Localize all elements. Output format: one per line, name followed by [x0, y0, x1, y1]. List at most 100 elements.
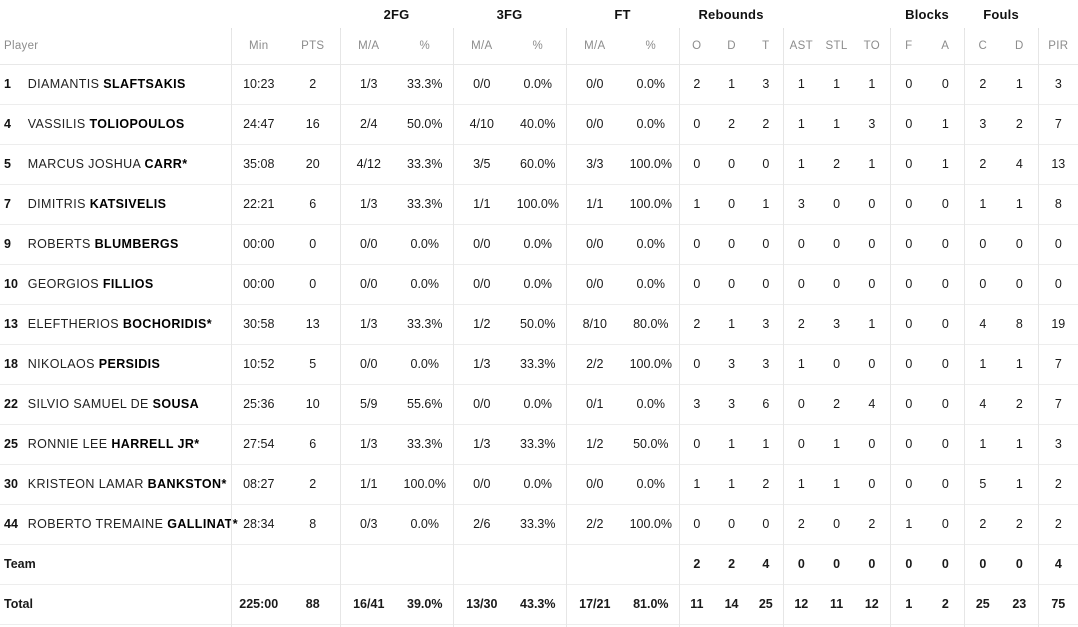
stat-pir: 7: [1037, 344, 1078, 385]
stat-fouls-drawn: 1: [1001, 464, 1039, 505]
player-name-cell[interactable]: 9 ROBERTS BLUMBERGS: [0, 224, 231, 265]
column-header-blocks-against[interactable]: A: [927, 28, 965, 65]
total-row: Total 225:00 88 16/41 39.0% 13/30 43.3% 17/21 81…: [0, 584, 1078, 625]
stat-fouls-committed: 2: [963, 144, 1002, 185]
stat-ft-made-attempted: 2/2: [565, 504, 624, 545]
stat-fouls-drawn: 23: [1001, 584, 1039, 625]
player-name-cell[interactable]: 30 KRISTEON LAMAR BANKSTON*: [0, 464, 231, 505]
column-header-3fg-ma[interactable]: M/A: [452, 28, 511, 65]
column-header-ft-ma[interactable]: M/A: [565, 28, 624, 65]
table-row[interactable]: 10 GEORGIOS FILLIOS 00:00 0 0/0 0.0% 0/0 0.0% 0…: [0, 264, 1078, 305]
column-header-fouls-committed[interactable]: C: [963, 28, 1002, 65]
table-row[interactable]: 30 KRISTEON LAMAR BANKSTON* 08:27 2 1/1 100.…: [0, 464, 1078, 505]
stat-fouls-committed: 25: [963, 584, 1002, 625]
column-header-2fg-ma[interactable]: M/A: [339, 28, 397, 65]
column-header-player[interactable]: Player: [0, 28, 231, 65]
table-row[interactable]: 4 VASSILIS TOLIOPOULOS 24:47 16 2/4 50.0% 4/1…: [0, 104, 1078, 145]
stat-defensive-rebounds: 3: [714, 384, 750, 425]
player-jersey-number: 7: [4, 197, 11, 211]
stat-offensive-rebounds: 1: [678, 184, 715, 225]
stat-pir: 7: [1037, 384, 1078, 425]
stat-points: 13: [286, 304, 340, 345]
player-name-cell[interactable]: 22 SILVIO SAMUEL DE SOUSA: [0, 384, 231, 425]
column-header-offensive-rebounds[interactable]: O: [678, 28, 715, 65]
table-row[interactable]: 5 MARCUS JOSHUA CARR* 35:08 20 4/12 33.3% 3/5…: [0, 144, 1078, 185]
table-row[interactable]: 1 DIAMANTIS SLAFTSAKIS 10:23 2 1/3 33.3% 0/0 0…: [0, 64, 1078, 105]
group-header-blank-left: [0, 0, 340, 28]
player-first-name: ROBERTO TREMAINE: [20, 517, 168, 531]
player-jersey-number: 18: [4, 357, 18, 371]
stat-3fg-percent: 43.3%: [510, 584, 567, 625]
table-row[interactable]: 25 RONNIE LEE HARRELL JR* 27:54 6 1/3 33.3% 1…: [0, 424, 1078, 465]
column-header-pts[interactable]: PTS: [286, 28, 340, 65]
stat-3fg-made-attempted: 4/10: [452, 104, 511, 145]
stat-turnovers: 12: [854, 584, 891, 625]
column-header-assists[interactable]: AST: [782, 28, 820, 65]
stat-2fg-made-attempted: 1/3: [339, 184, 397, 225]
column-header-total-rebounds[interactable]: T: [749, 28, 784, 65]
stat-ft-made-attempted: 0/0: [565, 64, 624, 105]
table-row[interactable]: 44 ROBERTO TREMAINE GALLINAT* 28:34 8 0/3 0.…: [0, 504, 1078, 545]
player-first-name: GEORGIOS: [20, 277, 103, 291]
stat-2fg-percent: 33.3%: [397, 184, 454, 225]
player-last-name: HARRELL JR: [111, 437, 195, 451]
player-jersey-number: 30: [4, 477, 18, 491]
stat-ft-percent: 0.0%: [623, 464, 680, 505]
player-name-cell[interactable]: 7 DIMITRIS KATSIVELIS: [0, 184, 231, 225]
player-last-name: FILLIOS: [102, 277, 154, 291]
stat-blocks-against: 0: [927, 464, 965, 505]
player-first-name: DIMITRIS: [20, 197, 90, 211]
player-name-cell[interactable]: 1 DIAMANTIS SLAFTSAKIS: [0, 64, 231, 105]
player-name-cell[interactable]: 25 RONNIE LEE HARRELL JR*: [0, 424, 231, 465]
player-name-cell[interactable]: 10 GEORGIOS FILLIOS: [0, 264, 231, 305]
stat-blocks-against: 0: [927, 304, 965, 345]
stat-2fg-percent: 55.6%: [397, 384, 454, 425]
player-first-name: VASSILIS: [20, 117, 90, 131]
stat-blocks-against: 0: [927, 544, 965, 585]
stat-steals: 1: [819, 424, 855, 465]
stat-fouls-committed: 0: [963, 224, 1002, 265]
column-header-blocks-favour[interactable]: F: [889, 28, 928, 65]
stat-total-rebounds: 3: [749, 304, 784, 345]
stat-assists: 12: [782, 584, 820, 625]
player-name-cell[interactable]: 13 ELEFTHERIOS BOCHORIDIS*: [0, 304, 231, 345]
column-header-ft-pct[interactable]: %: [623, 28, 680, 65]
player-last-name: SOUSA: [152, 397, 200, 411]
table-row[interactable]: 13 ELEFTHERIOS BOCHORIDIS* 30:58 13 1/3 33.3…: [0, 304, 1078, 345]
stat-3fg-percent: 33.3%: [510, 344, 567, 385]
column-header-3fg-pct[interactable]: %: [510, 28, 567, 65]
player-jersey-number: 25: [4, 437, 18, 451]
player-name-cell[interactable]: 44 ROBERTO TREMAINE GALLINAT*: [0, 504, 238, 545]
player-last-name: SLAFTSAKIS: [103, 77, 186, 91]
stat-points: 8: [286, 504, 340, 545]
stat-assists: 2: [782, 304, 820, 345]
stat-blocks-against: 0: [927, 184, 965, 225]
column-header-min[interactable]: Min: [230, 28, 286, 65]
stat-steals: 3: [819, 304, 855, 345]
stat-ft-made-attempted: 8/10: [565, 304, 624, 345]
player-name-cell[interactable]: 5 MARCUS JOSHUA CARR*: [0, 144, 231, 185]
stat-total-rebounds: 0: [749, 224, 784, 265]
stat-blocks-favour: 0: [889, 144, 928, 185]
column-header-defensive-rebounds[interactable]: D: [714, 28, 750, 65]
stat-pir: 8: [1037, 184, 1078, 225]
table-row[interactable]: 7 DIMITRIS KATSIVELIS 22:21 6 1/3 33.3% 1/1 10…: [0, 184, 1078, 225]
column-header-steals[interactable]: STL: [819, 28, 855, 65]
column-header-turnovers[interactable]: TO: [854, 28, 891, 65]
column-header-fouls-drawn[interactable]: D: [1001, 28, 1039, 65]
player-first-name: KRISTEON LAMAR: [20, 477, 148, 491]
player-last-name: BLUMBERGS: [94, 237, 179, 251]
table-row[interactable]: 18 NIKOLAOS PERSIDIS 10:52 5 0/0 0.0% 1/3 33.3…: [0, 344, 1078, 385]
stat-assists: 3: [782, 184, 820, 225]
stat-2fg-percent: 0.0%: [397, 504, 454, 545]
stat-minutes: 225:00: [230, 584, 286, 625]
stat-fouls-drawn: 2: [1001, 104, 1039, 145]
table-row[interactable]: 22 SILVIO SAMUEL DE SOUSA 25:36 10 5/9 55.6%…: [0, 384, 1078, 425]
player-name-cell[interactable]: 18 NIKOLAOS PERSIDIS: [0, 344, 231, 385]
stat-points: 10: [286, 384, 340, 425]
column-header-pir[interactable]: PIR: [1037, 28, 1078, 65]
column-header-2fg-pct[interactable]: %: [397, 28, 454, 65]
player-name-cell[interactable]: 4 VASSILIS TOLIOPOULOS: [0, 104, 231, 145]
stat-points: 2: [286, 64, 340, 105]
table-row[interactable]: 9 ROBERTS BLUMBERGS 00:00 0 0/0 0.0% 0/0 0.0% 0…: [0, 224, 1078, 265]
